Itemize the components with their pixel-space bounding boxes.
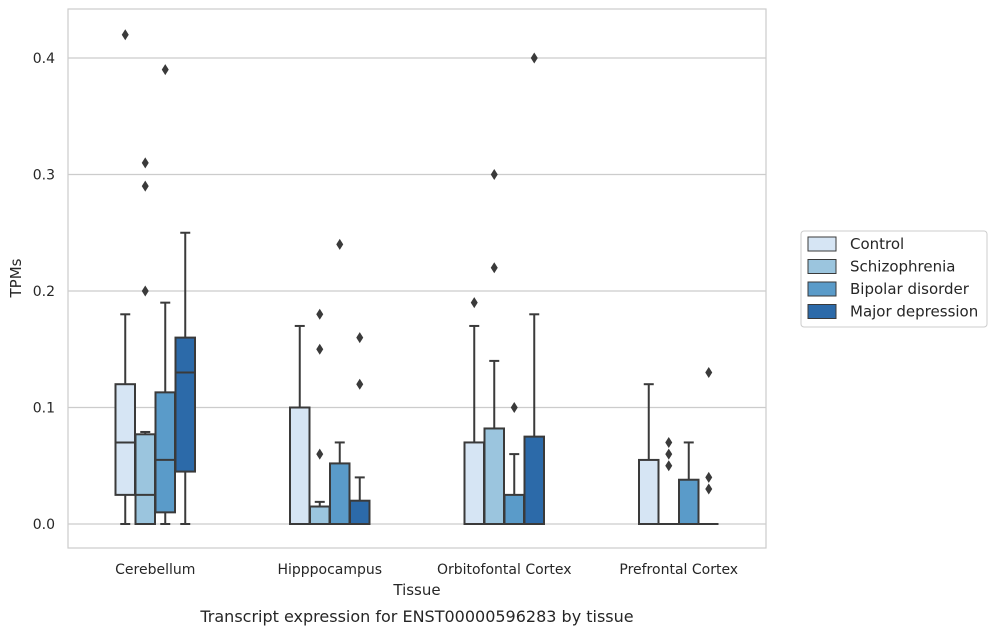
y-tick-label: 0.3 <box>33 168 55 184</box>
box <box>289 406 311 525</box>
outlier-point <box>510 402 518 413</box>
box <box>463 441 485 526</box>
legend-label: Schizophrenia <box>850 258 955 276</box>
outlier-point <box>141 157 149 169</box>
legend-label: Bipolar disorder <box>850 280 970 298</box>
outlier-point <box>470 297 478 309</box>
box <box>309 505 331 525</box>
x-tick-label: Hipppocampus <box>277 562 382 578</box>
box-schizophrenia <box>659 436 679 525</box>
x-axis-label: Tissue <box>392 581 440 599</box>
x-tick-label: Prefrontal Cortex <box>619 562 738 578</box>
box <box>114 383 136 496</box>
chart-caption: Transcript expression for ENST0000059628… <box>199 607 633 626</box>
outlier-point <box>316 343 324 355</box>
outlier-point <box>316 448 324 460</box>
legend-label: Major depression <box>850 303 978 321</box>
box <box>503 493 525 525</box>
outlier-point <box>490 169 498 180</box>
box-groups <box>114 29 719 526</box>
outlier-point <box>336 238 344 250</box>
outlier-point <box>665 460 673 472</box>
box-major-depression <box>523 52 545 525</box>
legend-label: Control <box>850 235 904 253</box>
box-major-depression <box>349 332 371 526</box>
box-schizophrenia <box>134 157 156 526</box>
y-tick-label: 0.1 <box>33 401 55 417</box>
y-tick-label: 0.0 <box>33 517 55 533</box>
box-control <box>289 324 311 525</box>
outlier-point <box>665 448 673 460</box>
legend-swatch <box>807 304 837 319</box>
box-major-depression <box>174 231 196 525</box>
box-control <box>114 29 136 525</box>
box-schizophrenia <box>483 169 505 525</box>
outlier-point <box>161 64 169 76</box>
box <box>154 391 176 514</box>
outlier-point <box>316 308 324 320</box>
y-axis-label: TPMs <box>7 258 25 298</box>
box <box>678 478 700 526</box>
outlier-point <box>665 436 673 448</box>
outlier-point <box>141 285 149 297</box>
x-tick-label: Cerebellum <box>115 562 195 578</box>
y-tick-label: 0.2 <box>33 284 55 300</box>
x-tick-label: Orbitofontal Cortex <box>437 562 572 578</box>
legend-swatch <box>807 281 837 297</box>
legend: Control Schizophrenia Bipolar disorder Majo… <box>800 230 988 328</box>
box-bipolar-disorder <box>329 238 351 526</box>
outlier-point <box>705 367 713 379</box>
y-axis: 0.0 0.1 0.2 0.3 0.4 <box>33 51 55 533</box>
outlier-point <box>356 378 364 390</box>
box-control <box>638 383 660 525</box>
plot-frame <box>67 8 767 549</box>
box <box>349 499 371 526</box>
outlier-point <box>530 52 538 64</box>
box-control <box>463 297 485 526</box>
y-tick-label: 0.4 <box>33 51 55 67</box>
box <box>638 458 660 525</box>
box-bipolar-disorder <box>503 402 525 525</box>
x-axis: Cerebellum Hipppocampus Orbitofontal Corte… <box>115 562 738 578</box>
outlier-point <box>490 262 498 274</box>
box-major-depression <box>699 367 719 525</box>
outlier-point <box>705 471 713 483</box>
outlier-point <box>356 332 364 344</box>
box <box>483 427 505 525</box>
outlier-point <box>121 29 129 41</box>
outlier-point <box>141 180 149 192</box>
box <box>329 462 351 526</box>
box-bipolar-disorder <box>678 441 700 526</box>
box <box>134 433 156 526</box>
box-schizophrenia <box>309 308 331 525</box>
box <box>174 336 196 473</box>
box <box>523 435 545 525</box>
legend-frame <box>800 230 988 328</box>
legend-swatch <box>807 259 837 274</box>
outlier-point <box>705 483 713 495</box>
legend-swatch <box>807 236 837 252</box>
